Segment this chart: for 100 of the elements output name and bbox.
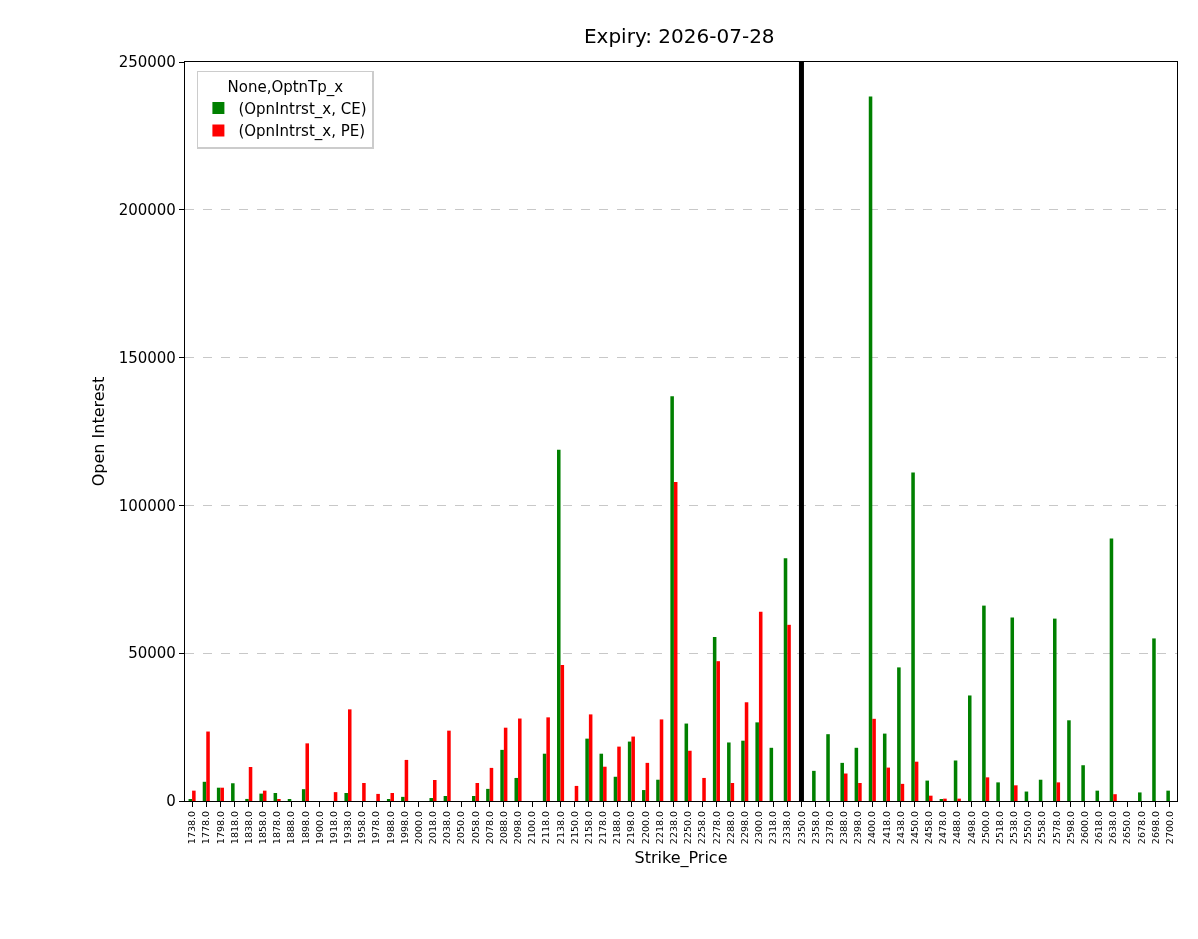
bar xyxy=(812,770,816,801)
bar xyxy=(929,795,933,801)
x-tick-label: 2018.0 xyxy=(427,810,439,845)
x-tick-label: 2388.0 xyxy=(838,810,850,845)
bar xyxy=(826,734,830,801)
bar xyxy=(727,742,731,801)
x-tick-label: 2200.0 xyxy=(639,810,651,845)
x-tick-label: 1958.0 xyxy=(356,810,368,845)
y-tick-label: 100000 xyxy=(118,496,176,515)
bar xyxy=(1067,720,1071,801)
bar xyxy=(631,736,635,801)
x-tick-label: 2650.0 xyxy=(1121,810,1133,845)
x-tick-label: 2118.0 xyxy=(540,810,552,845)
bar xyxy=(347,709,352,801)
x-tick-label: 2358.0 xyxy=(809,810,821,845)
bar xyxy=(1113,794,1117,801)
x-tick-label: 2058.0 xyxy=(469,810,481,845)
bar xyxy=(967,695,972,801)
bar xyxy=(872,718,876,801)
x-tick-label: 2300.0 xyxy=(753,810,765,845)
bar xyxy=(1053,618,1057,801)
bar xyxy=(886,767,891,801)
bar xyxy=(925,780,929,801)
x-tick-label: 1918.0 xyxy=(327,810,339,845)
bar xyxy=(220,787,224,801)
x-tick-label: 2188.0 xyxy=(611,810,623,845)
bar xyxy=(585,738,589,801)
x-tick-label: 2578.0 xyxy=(1050,810,1062,845)
x-tick-label: 2418.0 xyxy=(880,810,892,845)
bar xyxy=(192,790,196,801)
bar xyxy=(603,766,607,801)
bar xyxy=(741,740,745,801)
bar xyxy=(486,788,490,801)
bar xyxy=(390,793,395,801)
bar xyxy=(429,798,433,801)
x-tick-label: 2450.0 xyxy=(908,810,920,845)
x-tick-label: 2558.0 xyxy=(1036,810,1048,845)
bar xyxy=(617,746,621,801)
bar xyxy=(376,793,380,801)
x-tick-label: 2250.0 xyxy=(682,810,694,845)
x-tick-label: 2078.0 xyxy=(483,810,495,845)
x-tick-label: 2488.0 xyxy=(951,810,963,845)
x-tick-label: 1978.0 xyxy=(370,810,382,845)
x-tick-label: 2698.0 xyxy=(1149,810,1161,845)
bar xyxy=(471,795,476,801)
x-tick-label: 2138.0 xyxy=(554,810,566,845)
x-axis-title: Strike_Price xyxy=(634,847,728,868)
y-tick-label: 50000 xyxy=(128,644,176,663)
bar xyxy=(716,661,720,801)
x-tick-label: 1988.0 xyxy=(384,810,396,845)
x-tick-label: 2678.0 xyxy=(1135,810,1147,845)
x-tick-label: 1898.0 xyxy=(299,810,311,845)
bar xyxy=(840,762,844,801)
x-tick-label: 2400.0 xyxy=(866,810,878,845)
bar xyxy=(1138,792,1142,801)
y-tick-label: 0 xyxy=(166,792,176,811)
bar xyxy=(433,780,437,801)
bar xyxy=(911,472,915,801)
x-tick-label: 2278.0 xyxy=(710,810,722,845)
x-tick-label: 1798.0 xyxy=(214,810,226,845)
x-tick-label: 1778.0 xyxy=(200,810,212,845)
x-tick-label: 1888.0 xyxy=(285,810,297,845)
x-tick-label: 2350.0 xyxy=(795,810,807,845)
x-tick-label: 2198.0 xyxy=(625,810,637,845)
x-tick-label: 1738.0 xyxy=(186,810,198,845)
bar xyxy=(702,777,706,801)
x-tick-label: 2538.0 xyxy=(1008,810,1020,845)
x-tick-label: 1838.0 xyxy=(242,810,254,845)
x-tick-label: 2150.0 xyxy=(568,810,580,845)
x-tick-label: 2050.0 xyxy=(455,810,467,845)
bar xyxy=(1081,765,1085,801)
x-tick-label: 2700.0 xyxy=(1164,810,1175,845)
x-tick-label: 2088.0 xyxy=(497,810,509,845)
x-tick-label: 2318.0 xyxy=(767,810,779,845)
bar xyxy=(518,718,522,801)
legend-label: (OpnIntrst_x, CE) xyxy=(238,99,367,119)
x-tick-label: 2398.0 xyxy=(852,810,864,845)
bar xyxy=(1166,790,1170,801)
x-tick-label: 1858.0 xyxy=(257,810,269,845)
x-tick-label: 2618.0 xyxy=(1093,810,1105,845)
x-tick-label: 2238.0 xyxy=(668,810,679,845)
y-tick-label: 150000 xyxy=(118,348,176,367)
x-tick-label: 1900.0 xyxy=(313,810,325,845)
bar xyxy=(996,782,1000,801)
x-tick-label: 2598.0 xyxy=(1064,810,1076,845)
bar xyxy=(500,749,504,801)
x-tick-label: 2000.0 xyxy=(412,810,424,845)
bar xyxy=(447,730,451,801)
bar xyxy=(245,798,249,801)
bar xyxy=(557,449,561,801)
x-tick-label: 2258.0 xyxy=(696,810,708,845)
bar xyxy=(982,605,986,801)
x-tick-label: 1998.0 xyxy=(398,810,410,845)
x-tick-label: 2550.0 xyxy=(1022,810,1034,845)
bar xyxy=(642,790,646,801)
x-tick-label: 2518.0 xyxy=(993,810,1005,845)
bar xyxy=(362,782,366,801)
bar xyxy=(957,798,961,801)
chart-title: Expiry: 2026-07-28 xyxy=(583,23,775,48)
x-tick-label: 2298.0 xyxy=(738,810,750,845)
